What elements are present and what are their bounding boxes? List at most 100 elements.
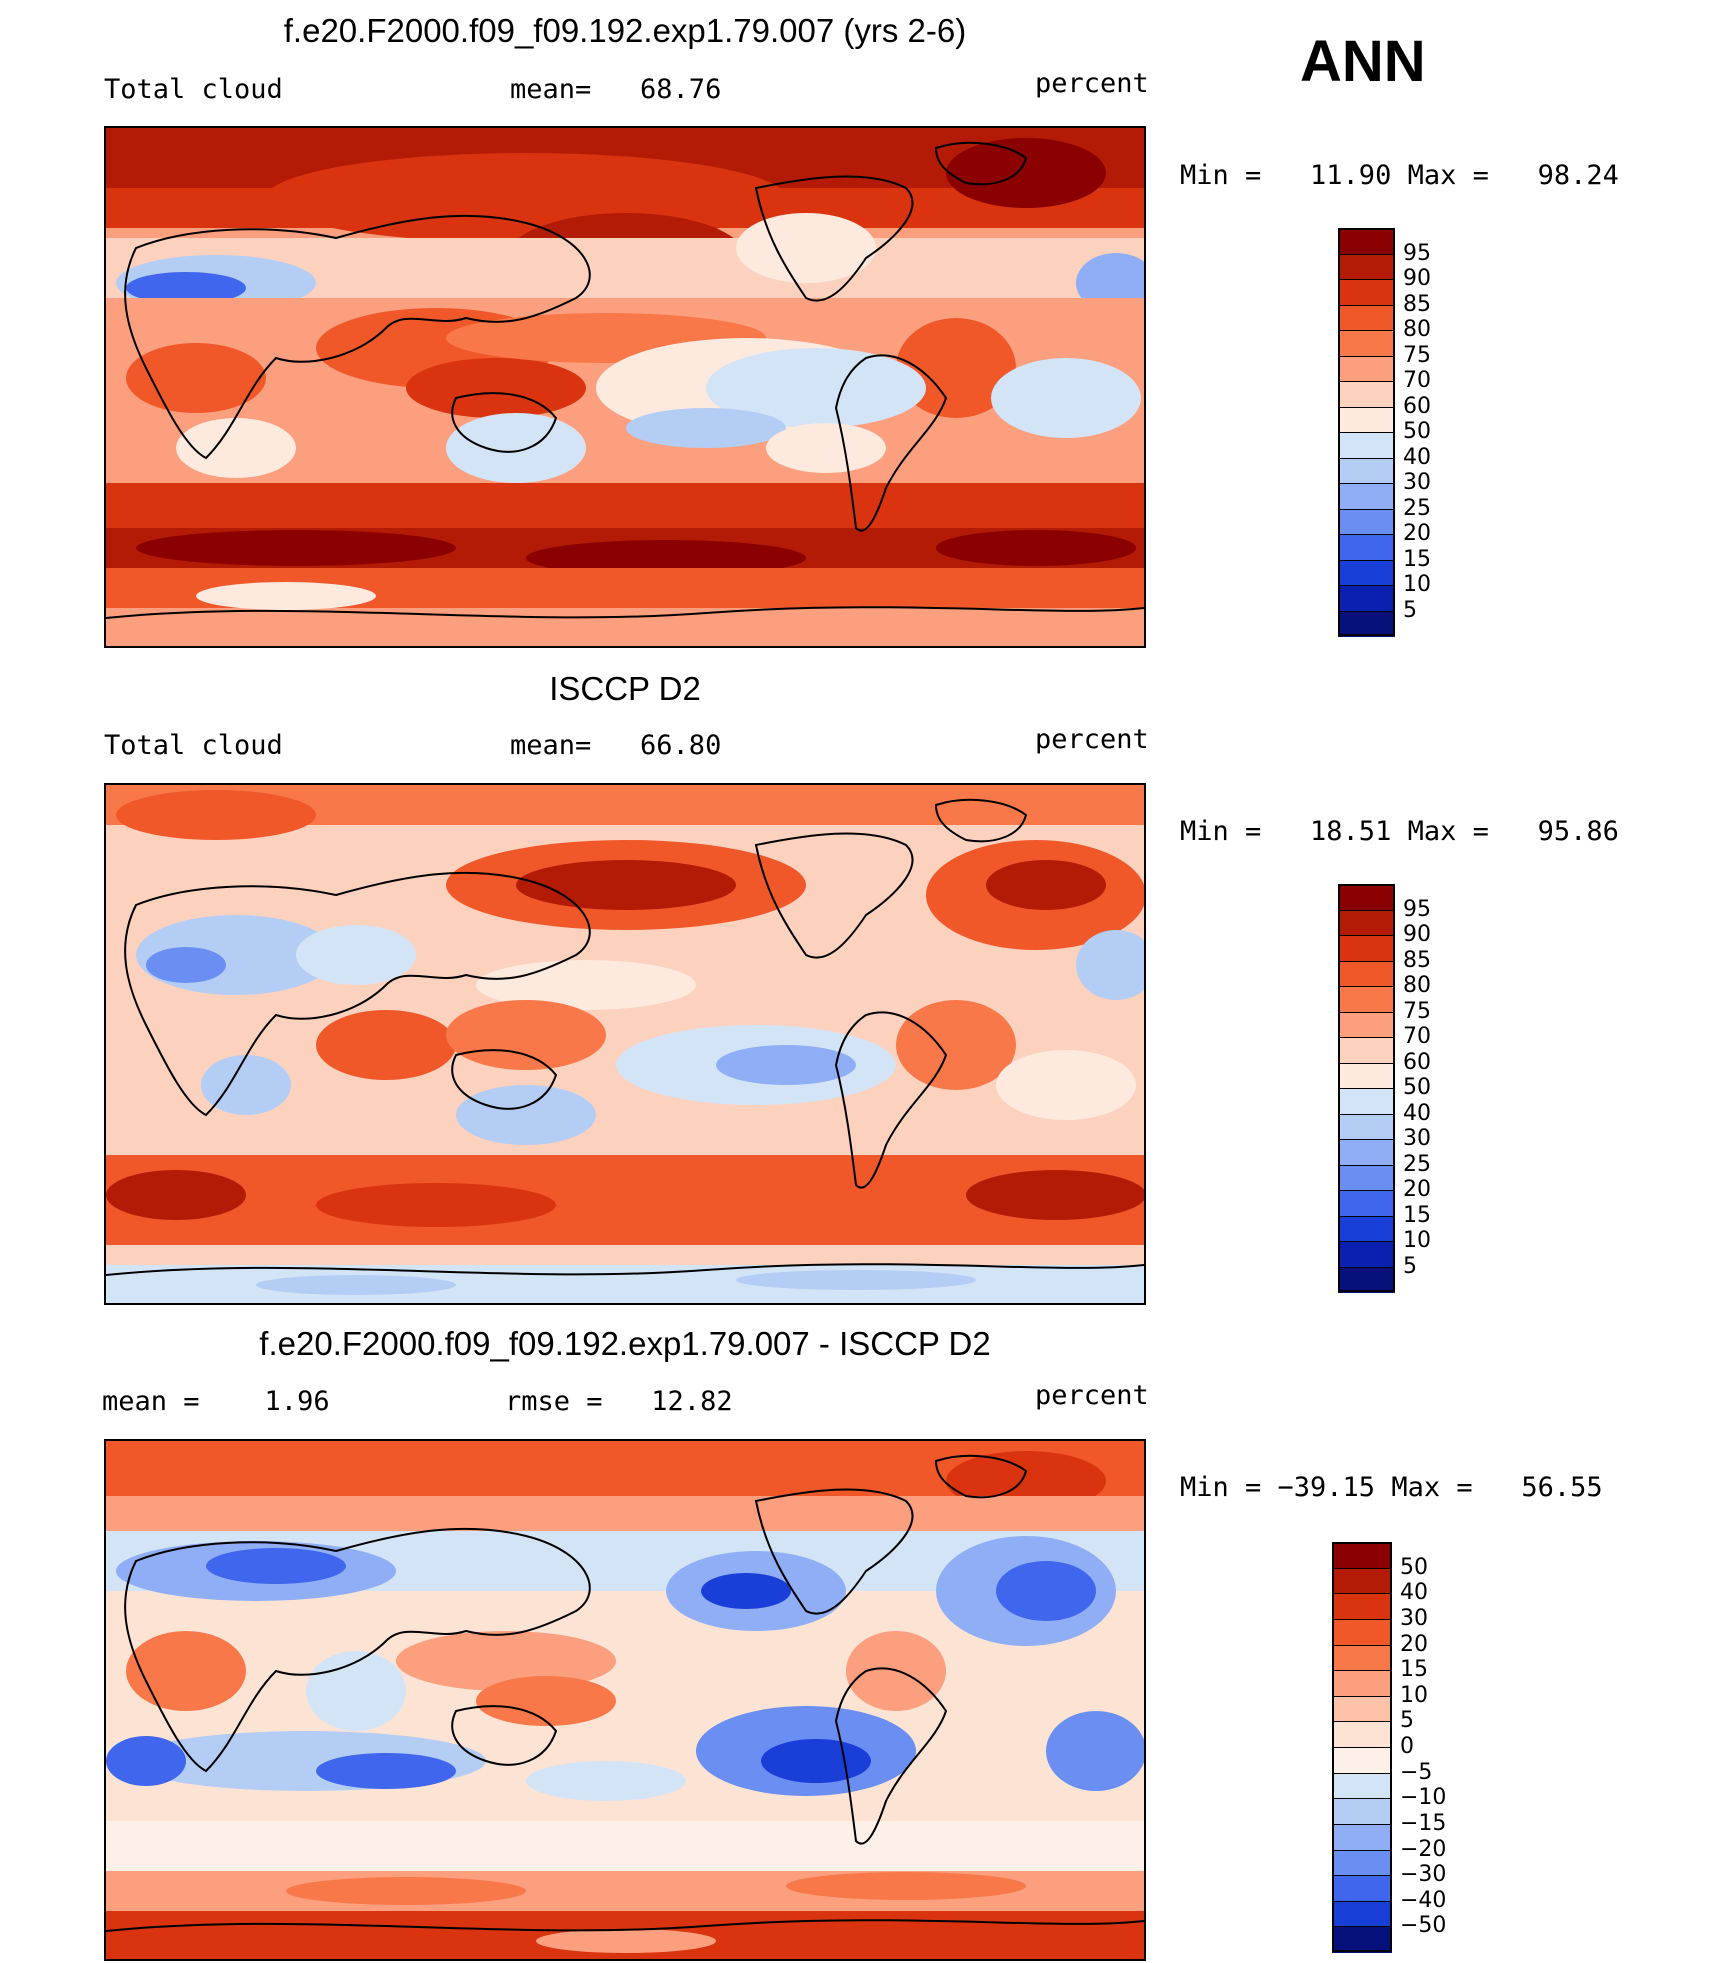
panel2-units-label: percent [1035, 724, 1149, 755]
colorbar-swatch [1338, 534, 1395, 561]
colorbar-swatch [1338, 1088, 1395, 1115]
colorbar-swatch [1338, 253, 1395, 280]
panel2-colorbar: 95 90 85 80 75 70 60 50 40 30 25 20 15 10 5 [1338, 884, 1431, 1293]
colorbar-swatch [1338, 1011, 1395, 1038]
colorbar-tick-label: 85 [1403, 947, 1431, 973]
panel2-mean-label: mean= 66.80 [510, 730, 722, 761]
colorbar-swatch [1338, 355, 1395, 382]
colorbar-tick-label: 15 [1403, 546, 1431, 572]
colorbar-tick-label: 15 [1400, 1657, 1428, 1683]
colorbar-tick-label: 20 [1403, 521, 1431, 546]
colorbar-tick-label: 10 [1403, 1228, 1431, 1253]
colorbar-frame [1332, 1542, 1392, 1952]
panel1-left-label: Total cloud [104, 74, 283, 105]
colorbar-tick-label: 30 [1403, 1126, 1431, 1151]
colorbar-frame [1338, 884, 1395, 1292]
colorbar-tick-label: −30 [1400, 1862, 1447, 1888]
colorbar-tick-label: 80 [1403, 973, 1431, 998]
colorbar-tick-label: 85 [1403, 291, 1431, 317]
colorbar-swatch [1332, 1644, 1392, 1672]
panel3-mean-label: mean = 1.96 [102, 1386, 330, 1417]
colorbar-swatch [1338, 935, 1395, 962]
colorbar-swatch [1332, 1926, 1392, 1953]
colorbar-tick-label: 80 [1403, 317, 1431, 342]
colorbar-swatch [1338, 1164, 1395, 1191]
colorbar-tick-label: 20 [1400, 1631, 1428, 1657]
colorbar-frame [1338, 228, 1395, 636]
colorbar-swatch [1338, 610, 1395, 637]
colorbar-tick-label: −50 [1400, 1913, 1447, 1939]
colorbar-swatch [1332, 1695, 1392, 1723]
panel3-colorbar: 50 40 30 20 15 10 5 0 −5 −10 −15 −20 −30 −40 −50 [1332, 1542, 1446, 1953]
colorbar-tick-label: 10 [1400, 1682, 1428, 1708]
colorbar-tick-label: 50 [1403, 1075, 1431, 1100]
colorbar-tick-label: 90 [1403, 922, 1431, 947]
colorbar-swatch [1338, 406, 1395, 433]
colorbar-tick-label: 25 [1403, 495, 1431, 521]
panel3-title: f.e20.F2000.f09_f09.192.exp1.79.007 - IS… [259, 1325, 991, 1362]
colorbar-tick-label: −20 [1400, 1836, 1447, 1862]
colorbar-tick-label: 5 [1403, 597, 1417, 623]
colorbar-tick-label: 30 [1400, 1605, 1428, 1631]
colorbar-tick-label: 15 [1403, 1202, 1431, 1228]
colorbar-tick-label: 75 [1403, 342, 1431, 368]
panel1-map-field [106, 128, 1144, 646]
colorbar-swatch [1338, 1139, 1395, 1166]
panel1-colorbar: 95 90 85 80 75 70 60 50 40 30 25 20 15 10 5 [1338, 228, 1431, 637]
colorbar-swatch [1338, 909, 1395, 936]
colorbar-swatch [1338, 1266, 1395, 1293]
colorbar-swatch [1332, 1721, 1392, 1748]
colorbar-swatch [1338, 1190, 1395, 1217]
colorbar-swatch [1332, 1823, 1392, 1851]
panel2-map [104, 783, 1146, 1305]
colorbar-tick-label: −40 [1400, 1887, 1447, 1913]
panel2-left-label: Total cloud [104, 730, 283, 761]
colorbar-swatch [1338, 884, 1395, 911]
colorbar-swatch [1338, 986, 1395, 1013]
colorbar-tick-label: −10 [1400, 1785, 1447, 1811]
colorbar-swatch [1332, 1849, 1392, 1877]
panel1-title: f.e20.F2000.f09_f09.192.exp1.79.007 (yrs… [283, 12, 967, 49]
panel3-minmax: Min = −39.15 Max = 56.55 [1180, 1472, 1603, 1503]
colorbar-swatch [1338, 1062, 1395, 1089]
colorbar-swatch [1332, 1772, 1392, 1800]
colorbar-tick-label: 70 [1403, 1024, 1431, 1049]
colorbar-swatch [1338, 1113, 1395, 1140]
colorbar-swatch [1332, 1798, 1392, 1825]
colorbar-swatch [1332, 1670, 1392, 1697]
panel3-rmse-label: rmse = 12.82 [505, 1386, 733, 1417]
colorbar-tick-label: −5 [1400, 1759, 1433, 1785]
colorbar-tick-label: 40 [1400, 1580, 1428, 1606]
colorbar-tick-label: 50 [1403, 419, 1431, 444]
colorbar-swatch [1338, 330, 1395, 357]
panel3-map [104, 1439, 1146, 1961]
panel2-minmax: Min = 18.51 Max = 95.86 [1180, 816, 1619, 847]
colorbar-tick-label: 10 [1403, 572, 1431, 597]
colorbar-tick-label: 90 [1403, 266, 1431, 291]
panel2-title: ISCCP D2 [549, 670, 701, 707]
season-label: ANN [1300, 29, 1426, 94]
panel1-units-label: percent [1035, 68, 1149, 99]
colorbar-tick-label: 0 [1400, 1734, 1414, 1759]
colorbar-swatch [1338, 960, 1395, 987]
colorbar-swatch [1338, 585, 1395, 612]
colorbar-tick-label: 40 [1403, 1100, 1431, 1126]
colorbar-tick-label: 5 [1400, 1708, 1414, 1734]
colorbar-swatch [1338, 432, 1395, 459]
colorbar-tick-label: 25 [1403, 1151, 1431, 1177]
colorbar-tick-label: 70 [1403, 368, 1431, 393]
colorbar-swatch [1332, 1747, 1392, 1774]
colorbar-swatch [1338, 304, 1395, 331]
colorbar-swatch [1332, 1900, 1392, 1928]
colorbar-tick-label: 75 [1403, 998, 1431, 1024]
panel1-minmax: Min = 11.90 Max = 98.24 [1180, 160, 1619, 191]
colorbar-swatch [1338, 1215, 1395, 1242]
colorbar-tick-label: 5 [1403, 1253, 1417, 1279]
colorbar-swatch [1332, 1593, 1392, 1620]
panel2-map-field [106, 785, 1144, 1303]
colorbar-swatch [1332, 1567, 1392, 1595]
colorbar-swatch [1332, 1875, 1392, 1902]
colorbar-swatch [1338, 1037, 1395, 1064]
colorbar-swatch [1338, 279, 1395, 306]
colorbar-tick-label: 95 [1403, 896, 1431, 922]
